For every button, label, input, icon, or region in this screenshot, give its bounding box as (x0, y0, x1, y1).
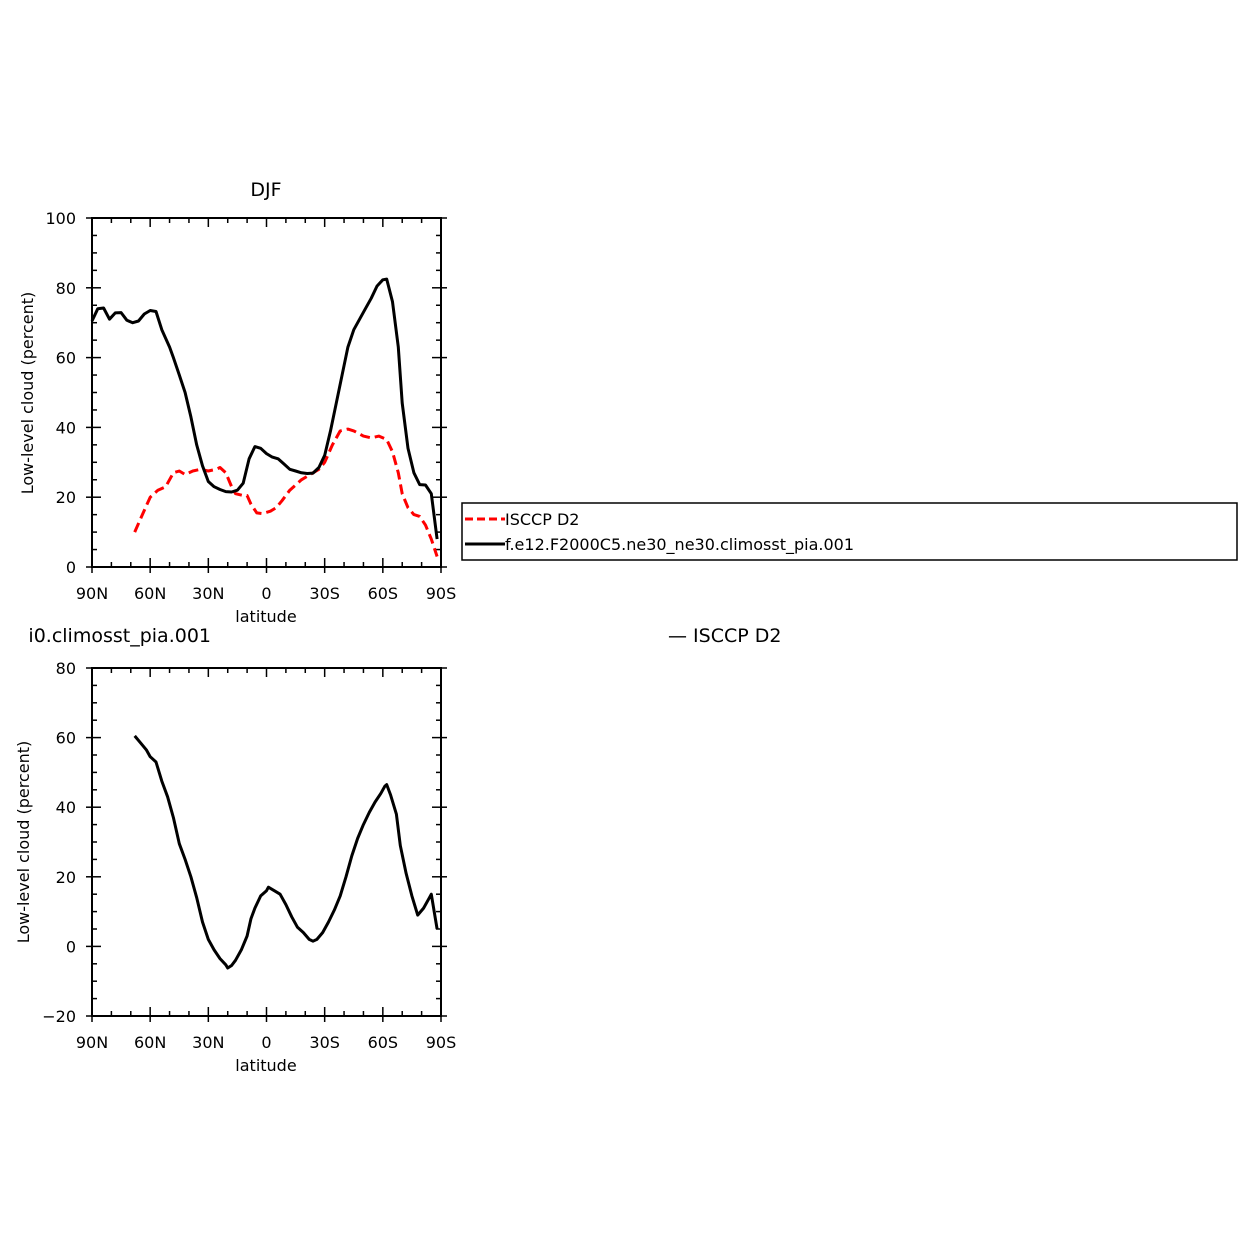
partial-title: i0.climosst_pia.001 (28, 625, 211, 647)
x-tick-label: 90S (426, 584, 457, 603)
y-tick-label: 100 (45, 209, 76, 228)
x-tick-label: 60S (368, 1033, 399, 1052)
y-tick-label: 60 (56, 729, 76, 748)
legend-entry-isccp: ISCCP D2 (505, 510, 579, 529)
partial-legend-text: — ISCCP D2 (668, 625, 781, 647)
x-axis-label: latitude (235, 1056, 296, 1075)
x-tick-label: 60S (368, 584, 399, 603)
y-tick-label: 0 (66, 937, 76, 956)
y-tick-label: 80 (56, 279, 76, 298)
y-tick-label: 20 (56, 488, 76, 507)
x-tick-label: 0 (261, 584, 271, 603)
chart-title: DJF (250, 179, 281, 201)
y-tick-label: 80 (56, 659, 76, 678)
y-tick-label: 60 (56, 349, 76, 368)
y-axis-label: Low-level cloud (percent) (14, 741, 33, 944)
tick-marks (86, 667, 447, 1022)
y-tick-label: 0 (66, 558, 76, 577)
plot-frame (91, 667, 442, 1017)
chart-panel-difference: i0.climosst_pia.001 — ISCCP D2 90N 60N 30N… (14, 625, 781, 1075)
x-tick-label: 60N (134, 1033, 166, 1052)
x-tick-label: 30N (192, 584, 224, 603)
x-tick-label: 30S (309, 584, 340, 603)
tick-marks (86, 217, 447, 573)
series-line-isccp-d2 (133, 427, 439, 557)
x-tick-label: 90N (76, 1033, 108, 1052)
y-tick-label: 40 (56, 798, 76, 817)
x-tick-label: 0 (261, 1033, 271, 1052)
x-tick-label: 30N (192, 1033, 224, 1052)
x-tick-label: 60N (134, 584, 166, 603)
chart-panel-djf: DJF 90N 60N 30N 0 30S 60S 90S 0 20 40 60 80 100 lat… (18, 179, 1238, 626)
series-line-difference (133, 734, 439, 970)
legend-entry-model: f.e12.F2000C5.ne30_ne30.climosst_pia.001 (505, 535, 854, 555)
x-tick-label: 30S (309, 1033, 340, 1052)
y-axis-label: Low-level cloud (percent) (18, 292, 37, 495)
series-group (90, 277, 439, 557)
plot-frame (91, 217, 442, 568)
y-tick-label: 40 (56, 418, 76, 437)
x-tick-label: 90N (76, 584, 108, 603)
x-tick-labels: 90N 60N 30N 0 30S 60S 90S (76, 1033, 456, 1052)
y-tick-label: 20 (56, 868, 76, 887)
x-tick-label: 90S (426, 1033, 457, 1052)
x-tick-labels: 90N 60N 30N 0 30S 60S 90S (76, 584, 456, 603)
y-tick-label: −20 (42, 1007, 76, 1026)
series-group (133, 734, 439, 970)
legend-box (461, 502, 1238, 561)
y-tick-labels: 0 20 40 60 80 100 (45, 209, 76, 577)
x-axis-label: latitude (235, 607, 296, 626)
series-line-model (90, 277, 439, 540)
legend: ISCCP D2 f.e12.F2000C5.ne30_ne30.climoss… (461, 502, 1238, 561)
y-tick-labels: −20 0 20 40 60 80 (42, 659, 76, 1026)
